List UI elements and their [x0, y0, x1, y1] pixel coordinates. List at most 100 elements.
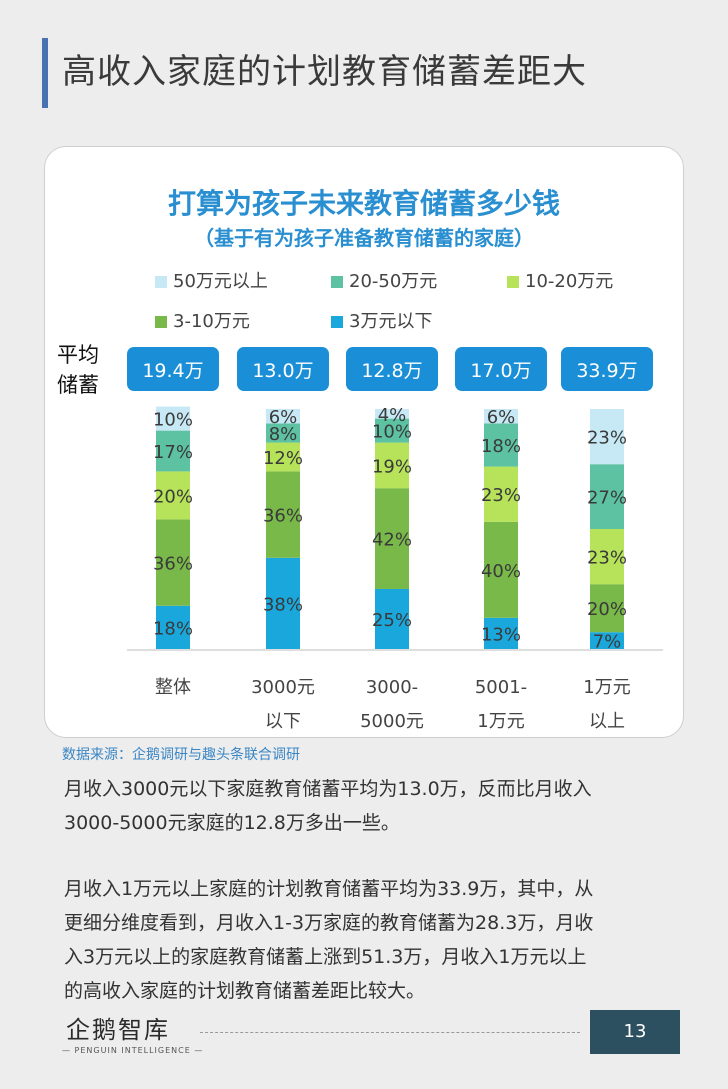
paragraph-1: 月收入3000元以下家庭教育储蓄平均为13.0万，反而比月收入 3000-500… — [64, 772, 664, 840]
category-label: 1万元 — [583, 677, 630, 698]
data-label: 10% — [153, 410, 193, 431]
category-label: 3000- — [366, 677, 418, 698]
data-label: 23% — [587, 428, 627, 449]
category-label: 5001- — [475, 677, 527, 698]
data-label: 13% — [481, 624, 521, 645]
average-badge — [455, 347, 547, 391]
bar-segment — [484, 466, 518, 522]
category-label: 5000元 — [360, 711, 424, 732]
data-label: 20% — [153, 486, 193, 507]
bar-segment — [266, 423, 300, 443]
logo-name: 企鹅智库 — [66, 1016, 170, 1044]
bar-segment — [375, 488, 409, 589]
bar-segment — [156, 605, 190, 649]
data-label: 36% — [153, 554, 193, 575]
data-source: 数据来源：企鹅调研与趣头条联合调研 — [62, 747, 300, 763]
paragraph-1-line: 月收入3000元以下家庭教育储蓄平均为13.0万，反而比月收入 — [64, 778, 592, 800]
paragraph-2-line: 更细分维度看到，月收入1-3万家庭的教育储蓄为28.3万，月收 — [64, 912, 594, 934]
paragraph-2-line: 的高收入家庭的计划教育储蓄差距比较大。 — [64, 980, 426, 1002]
page-title: 高收入家庭的计划教育储蓄差距大 — [62, 52, 587, 92]
data-label: 23% — [587, 548, 627, 569]
average-value: 12.8万 — [361, 360, 422, 382]
bar-segment — [266, 557, 300, 649]
legend-swatch — [155, 316, 167, 328]
data-label: 42% — [372, 530, 412, 551]
data-label: 12% — [263, 448, 303, 469]
bar-segment — [375, 589, 409, 649]
bar-segment — [266, 409, 300, 424]
legend-label: 10-20万元 — [525, 271, 613, 292]
data-label: 25% — [372, 610, 412, 631]
chart-subtitle: （基于有为孩子准备教育储蓄的家庭） — [194, 226, 534, 250]
data-label: 6% — [487, 407, 516, 428]
average-badge — [237, 347, 329, 391]
legend-label: 3-10万元 — [173, 311, 250, 332]
legend-label: 50万元以上 — [173, 271, 268, 292]
bar-segment — [266, 471, 300, 558]
bar-segment — [590, 464, 624, 529]
paragraph-2: 月收入1万元以上家庭的计划教育储蓄平均为33.9万，其中，从 更细分维度看到，月… — [64, 872, 664, 1008]
data-label: 4% — [378, 405, 407, 426]
data-label: 20% — [587, 599, 627, 620]
bar-segment — [156, 430, 190, 472]
data-label: 19% — [372, 456, 412, 477]
penguin-logo: 企鹅智库 — PENGUIN INTELLIGENCE — — [62, 1010, 202, 1066]
bar-segment — [484, 521, 518, 618]
average-label: 储蓄 — [57, 373, 99, 397]
data-label: 17% — [153, 442, 193, 463]
legend-swatch — [331, 316, 343, 328]
average-value: 17.0万 — [470, 360, 531, 382]
bar-segment — [590, 409, 624, 465]
category-label: 以下 — [265, 711, 301, 732]
data-label: 18% — [481, 436, 521, 457]
chart-card: 打算为孩子未来教育储蓄多少钱 （基于有为孩子准备教育储蓄的家庭） 50万元以上 20-… — [44, 146, 684, 738]
bar-segment — [484, 409, 518, 424]
data-label: 38% — [263, 594, 303, 615]
legend-swatch — [331, 276, 343, 288]
data-label: 6% — [269, 407, 298, 428]
paragraph-1-line: 3000-5000元家庭的12.8万多出一些。 — [64, 812, 400, 834]
chart-title: 打算为孩子未来教育储蓄多少钱 — [168, 187, 560, 220]
stacked-bar-chart: 打算为孩子未来教育储蓄多少钱 （基于有为孩子准备教育储蓄的家庭） 50万元以上 20-… — [57, 187, 663, 732]
average-value: 13.0万 — [252, 360, 313, 382]
average-value: 33.9万 — [576, 360, 637, 382]
legend-swatch — [507, 276, 519, 288]
data-label: 27% — [587, 488, 627, 509]
category-label: 3000元 — [251, 677, 315, 698]
legend-label: 3万元以下 — [349, 311, 432, 332]
bar-segment — [375, 442, 409, 489]
category-label: 整体 — [155, 677, 191, 698]
legend-label: 20-50万元 — [349, 271, 437, 292]
data-label: 8% — [269, 424, 298, 445]
bar-segment — [156, 519, 190, 606]
category-label: 以上 — [589, 711, 625, 732]
average-label: 平均 — [57, 343, 99, 367]
bar-segment — [266, 442, 300, 472]
bar-segment — [375, 418, 409, 443]
data-label: 36% — [263, 506, 303, 527]
page-number: 13 — [590, 1010, 680, 1054]
logo-tagline: — PENGUIN INTELLIGENCE — — [62, 1046, 204, 1055]
average-badge — [346, 347, 438, 391]
data-label: 10% — [372, 422, 412, 443]
bar-segment — [484, 423, 518, 467]
data-label: 23% — [481, 485, 521, 506]
bar-segment — [484, 617, 518, 649]
paragraph-2-line: 月收入1万元以上家庭的计划教育储蓄平均为33.9万，其中，从 — [64, 878, 594, 900]
bar-segment — [375, 409, 409, 419]
average-value: 19.4万 — [142, 360, 203, 382]
bar-segment — [590, 632, 624, 649]
data-label: 7% — [593, 632, 622, 653]
title-accent-bar — [42, 38, 48, 108]
data-label: 40% — [481, 561, 521, 582]
average-badge — [561, 347, 653, 391]
footer-divider — [200, 1032, 580, 1033]
data-label: 18% — [153, 618, 193, 639]
paragraph-2-line: 入3万元以上的家庭教育储蓄上涨到51.3万，月收入1万元以上 — [64, 946, 587, 968]
bar-segment — [156, 471, 190, 520]
bar-segment — [156, 406, 190, 431]
legend-swatch — [155, 276, 167, 288]
category-label: 1万元 — [477, 711, 524, 732]
bar-segment — [590, 584, 624, 633]
bar-segment — [590, 529, 624, 585]
